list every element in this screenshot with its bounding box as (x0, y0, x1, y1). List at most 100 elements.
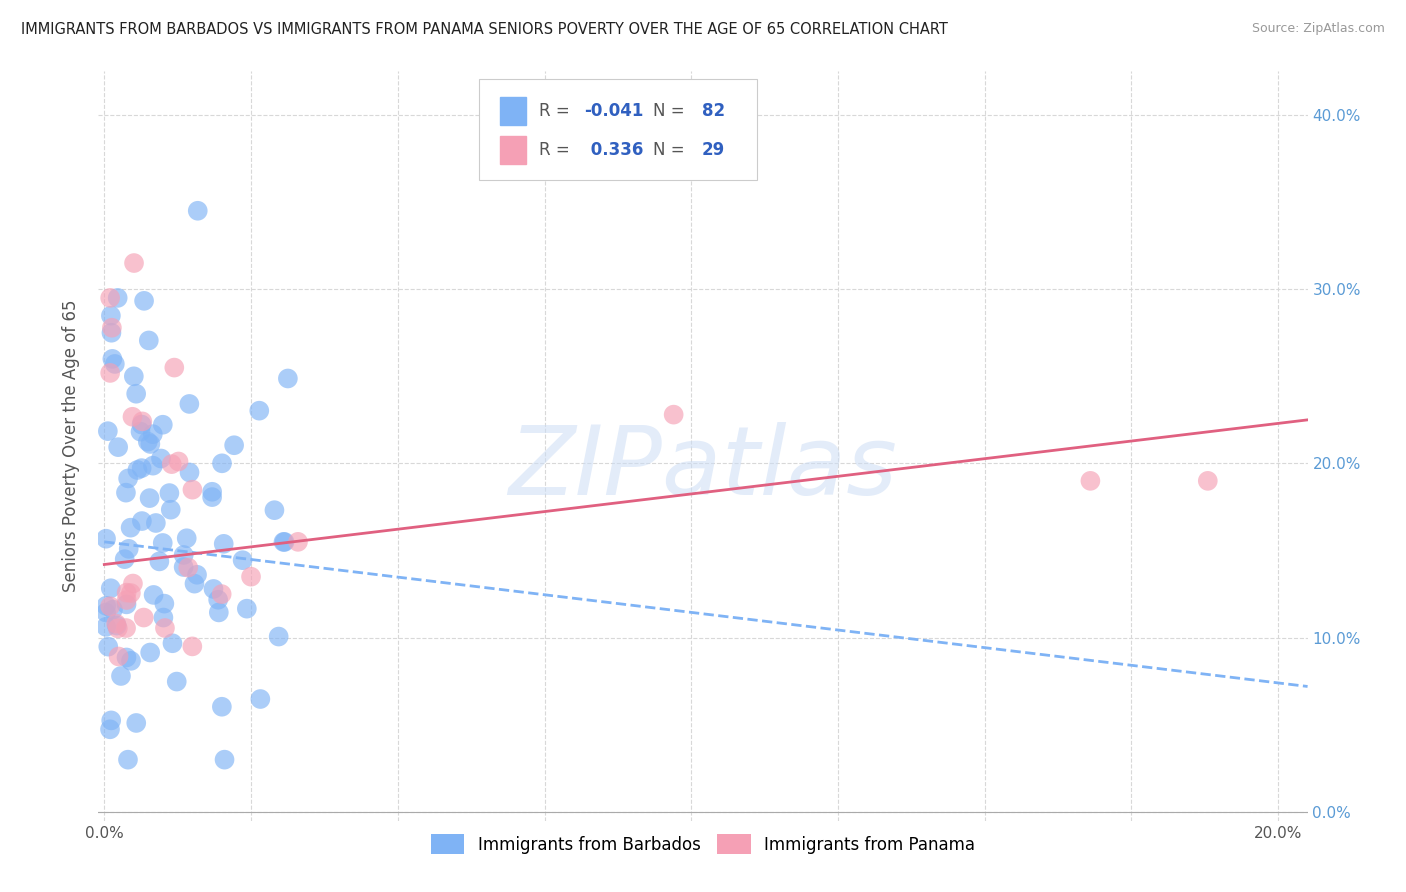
Text: IMMIGRANTS FROM BARBADOS VS IMMIGRANTS FROM PANAMA SENIORS POVERTY OVER THE AGE : IMMIGRANTS FROM BARBADOS VS IMMIGRANTS F… (21, 22, 948, 37)
Text: ZIPatlas: ZIPatlas (509, 422, 897, 515)
Point (145, 516, 167, 530)
Point (277, 371, 299, 385)
Text: 0.336: 0.336 (585, 141, 643, 159)
Point (201, 484, 224, 499)
Point (104, 357, 127, 371)
Point (236, 601, 259, 615)
Point (166, 674, 188, 689)
Point (214, 753, 236, 767)
Point (287, 534, 309, 549)
Text: 82: 82 (702, 102, 725, 120)
Point (115, 650, 138, 665)
Point (100, 581, 122, 595)
Point (97, 424, 120, 438)
Point (131, 417, 153, 432)
Point (115, 593, 138, 607)
Point (173, 548, 195, 562)
Point (98, 366, 121, 380)
Point (163, 360, 186, 375)
Point (120, 521, 142, 535)
Point (125, 715, 148, 730)
Point (208, 606, 231, 620)
Point (232, 553, 254, 567)
Point (179, 397, 201, 411)
Point (97, 640, 120, 654)
Point (152, 417, 174, 432)
Point (132, 610, 155, 624)
Point (187, 203, 209, 218)
Point (107, 291, 129, 305)
Point (173, 560, 195, 574)
Point (122, 369, 145, 384)
Text: R =: R = (538, 102, 575, 120)
Point (177, 560, 200, 574)
Point (263, 503, 285, 517)
Point (101, 320, 124, 334)
Point (150, 451, 173, 466)
Point (176, 531, 198, 545)
Point (211, 456, 233, 470)
Point (207, 592, 229, 607)
Point (186, 567, 208, 582)
Point (115, 598, 138, 612)
Point (127, 463, 149, 477)
Point (131, 414, 153, 428)
Point (211, 699, 233, 714)
Point (101, 351, 124, 366)
Point (114, 552, 136, 566)
Point (1197, 474, 1219, 488)
Point (139, 646, 162, 660)
Point (122, 256, 145, 270)
Point (1080, 474, 1102, 488)
Point (94, 532, 117, 546)
Point (115, 585, 138, 599)
Point (179, 466, 201, 480)
Point (120, 654, 142, 668)
Point (152, 610, 174, 624)
Point (181, 483, 204, 497)
Point (153, 597, 176, 611)
Point (105, 616, 128, 631)
Point (201, 490, 224, 504)
Point (118, 541, 141, 556)
Point (98, 291, 121, 305)
Point (167, 454, 190, 468)
Point (152, 536, 174, 550)
Point (94, 620, 117, 634)
Text: N =: N = (654, 141, 690, 159)
Point (96, 599, 118, 613)
Point (105, 618, 128, 632)
Point (122, 576, 145, 591)
Point (129, 425, 152, 439)
Text: 29: 29 (702, 141, 725, 159)
Point (142, 458, 165, 473)
Legend: Immigrants from Barbados, Immigrants from Panama: Immigrants from Barbados, Immigrants fro… (425, 828, 981, 861)
FancyBboxPatch shape (479, 78, 758, 180)
Point (211, 587, 233, 601)
Point (98, 599, 121, 614)
Bar (501, 136, 526, 164)
Point (224, 438, 246, 452)
Point (249, 692, 271, 706)
Point (120, 586, 142, 600)
Point (125, 386, 148, 401)
Point (115, 621, 138, 635)
Text: R =: R = (538, 141, 575, 159)
Bar (501, 97, 526, 125)
Point (117, 753, 139, 767)
Point (132, 293, 155, 308)
Point (181, 640, 204, 654)
Point (138, 491, 160, 505)
Point (212, 537, 235, 551)
Point (107, 621, 129, 635)
Point (273, 535, 295, 549)
Point (121, 409, 143, 424)
Text: -0.041: -0.041 (585, 102, 644, 120)
Point (117, 471, 139, 485)
Point (162, 636, 184, 650)
Point (107, 440, 129, 454)
Point (101, 602, 124, 616)
Point (100, 309, 122, 323)
Point (157, 486, 180, 500)
Point (160, 457, 183, 471)
